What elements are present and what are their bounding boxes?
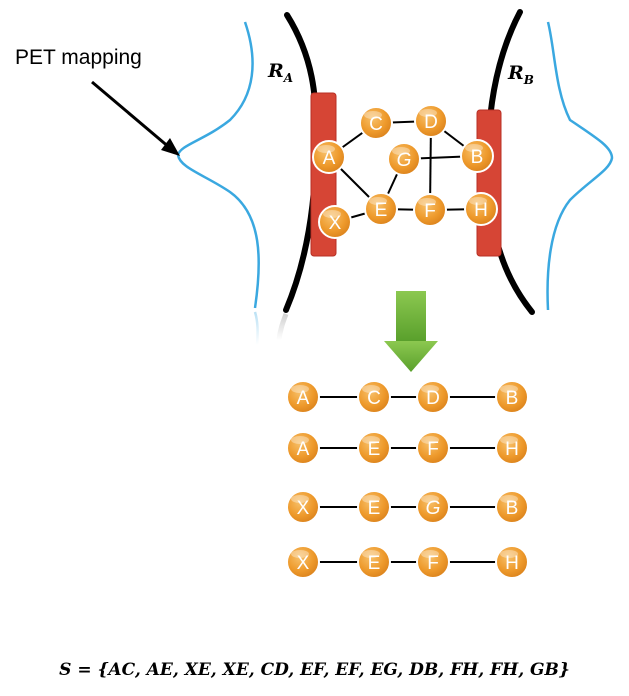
path-4-node-h-label: H — [505, 553, 519, 574]
path-1-node-d: D — [416, 380, 450, 414]
right-anchor-bar — [476, 109, 502, 257]
node-x-label: X — [329, 213, 342, 234]
path-1-node-b-label: B — [506, 388, 519, 409]
region-b-main: R — [508, 62, 524, 84]
path-1-node-d-label: D — [426, 388, 440, 409]
node-f: F — [413, 193, 447, 227]
node-h-label: H — [474, 200, 488, 221]
path-3-node-e-label: E — [368, 498, 381, 519]
path-4-node-h: H — [495, 545, 529, 579]
path-2-node-e: E — [357, 431, 391, 465]
path-2-node-e-label: E — [368, 439, 381, 460]
path-3-node-x: X — [286, 490, 320, 524]
path-4-node-e-label: E — [368, 553, 381, 574]
path-2-node-f-label: F — [427, 439, 439, 460]
path-2-node-h-label: H — [505, 439, 519, 460]
node-a-label: A — [323, 148, 336, 169]
path-1-node-a-label: A — [297, 388, 310, 409]
node-b: B — [460, 139, 494, 173]
pet-arrow-head — [161, 138, 180, 156]
left-pet-curve-reflection — [253, 311, 259, 346]
path-4-node-x: X — [286, 545, 320, 579]
path-2-node-a: A — [286, 431, 320, 465]
node-e: E — [364, 192, 398, 226]
region-a-sub: A — [283, 70, 294, 85]
path-2-node-a-label: A — [297, 439, 310, 460]
path-3-node-b-label: B — [506, 498, 519, 519]
node-c-label: C — [369, 114, 383, 135]
path-2-node-f: F — [416, 431, 450, 465]
path-3-node-g-label: G — [426, 498, 441, 519]
transform-down-arrow — [384, 291, 438, 372]
path-3-node-b: B — [495, 490, 529, 524]
node-g-label: G — [397, 150, 412, 171]
network-nodes: A C DG B X E F H — [312, 104, 498, 239]
region-label-a: RA — [268, 60, 293, 85]
node-d-label: D — [424, 112, 438, 133]
path-4-node-e: E — [357, 545, 391, 579]
path-1-node-c: C — [357, 380, 391, 414]
interaction-paths: A C D B A E F H X E G B X E F H — [286, 380, 529, 579]
node-x: X — [318, 205, 352, 239]
node-e-label: E — [375, 200, 388, 221]
bracket-reflection — [276, 313, 289, 341]
node-b-label: B — [471, 147, 484, 168]
node-d: D — [414, 104, 448, 138]
path-1-node-b: B — [495, 380, 529, 414]
pet-mapping-label: PET mapping — [15, 46, 142, 69]
region-b-sub: B — [523, 72, 534, 87]
path-4-node-f-label: F — [427, 553, 439, 574]
path-1-node-c-label: C — [367, 388, 381, 409]
interaction-set-formula: S = {AC, AE, XE, XE, CD, EF, EF, EG, DB,… — [59, 660, 570, 680]
path-1-node-a: A — [286, 380, 320, 414]
node-g: G — [387, 142, 421, 176]
path-3-node-x-label: X — [297, 498, 310, 519]
path-3-node-g: G — [416, 490, 450, 524]
right-pet-curve — [546, 21, 614, 311]
node-f-label: F — [424, 201, 436, 222]
path-2-node-h: H — [495, 431, 529, 465]
path-4-node-x-label: X — [297, 553, 310, 574]
node-h: H — [464, 192, 498, 226]
region-a-main: R — [268, 60, 284, 82]
path-3-node-e: E — [357, 490, 391, 524]
pet-arrow-shaft — [91, 80, 171, 150]
node-a: A — [312, 140, 346, 174]
node-c: C — [359, 106, 393, 140]
region-label-b: RB — [508, 62, 534, 87]
left-pet-curve — [176, 21, 260, 309]
path-4-node-f: F — [416, 545, 450, 579]
